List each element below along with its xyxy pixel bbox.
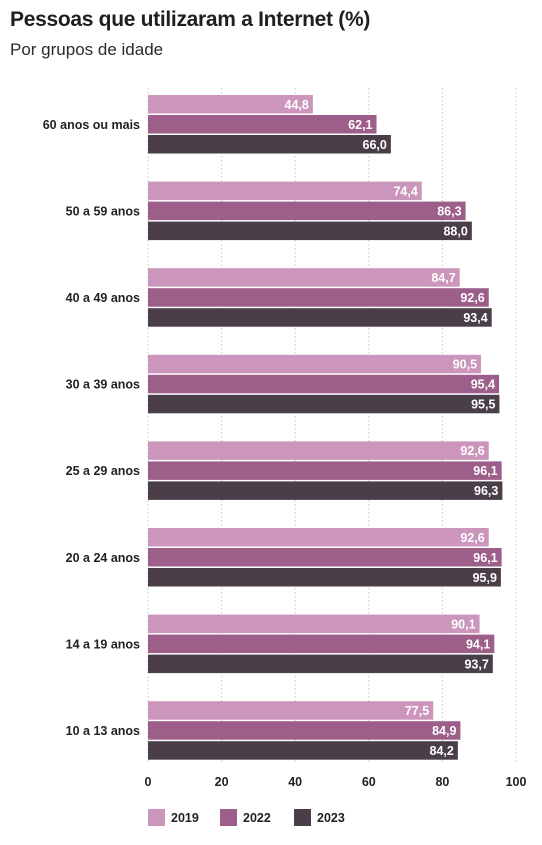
bar-2023 [148,135,391,154]
bar-2019 [148,701,434,720]
value-label: 93,7 [464,657,488,671]
value-label: 94,1 [466,637,490,651]
x-tick-label: 20 [215,775,229,789]
value-label: 74,4 [393,184,417,198]
bar-2019 [148,181,422,201]
bar-2023 [148,568,501,587]
bar-2023 [148,654,493,674]
value-label: 90,5 [453,358,477,372]
chart-subtitle: Por grupos de idade [10,40,164,59]
bar-2023 [148,481,503,500]
category-label: 10 a 13 anos [66,724,140,738]
bar-2019 [148,268,460,287]
category-label: 60 anos ou mais [43,118,140,132]
bar-2023 [148,221,472,241]
legend-swatch [148,809,165,826]
category-label: 50 a 59 anos [66,204,140,218]
bar-2019 [148,95,313,114]
chart-title: Pessoas que utilizaram a Internet (%) [10,8,371,31]
value-label: 84,9 [432,724,456,738]
x-axis-ticks: 0 20 40 60 80 100 [145,775,527,789]
category-label: 30 a 39 anos [66,378,140,392]
bar-2022 [148,548,502,567]
category-label: 20 a 24 anos [66,551,140,565]
category-label: 25 a 29 anos [66,464,140,478]
value-label: 88,0 [443,224,467,238]
legend-swatch [220,809,237,826]
value-label: 95,9 [473,571,497,585]
legend-label: 2023 [317,811,345,825]
legend-swatch [294,809,311,826]
x-tick-label: 60 [362,775,376,789]
x-tick-label: 40 [288,775,302,789]
value-label: 84,2 [430,744,454,758]
bar-2023 [148,741,458,760]
x-tick-label: 100 [506,775,527,789]
bar-2022 [148,374,500,394]
bar-2019 [148,614,480,634]
value-label: 96,1 [473,464,497,478]
category-label: 14 a 19 anos [66,637,140,651]
bar-2022 [148,634,495,654]
category-label: 40 a 49 anos [66,291,140,305]
bar-2023 [148,308,492,327]
value-label: 66,0 [363,138,387,152]
value-label: 86,3 [437,204,461,218]
bar-2019 [148,354,482,374]
value-label: 44,8 [285,98,309,112]
legend: 2019 2022 2023 [148,809,345,826]
value-label: 93,4 [463,311,487,325]
value-label: 62,1 [348,118,372,132]
bar-2022 [148,115,377,134]
bar-2022 [148,461,502,480]
value-label: 96,3 [474,484,498,498]
bar-2022 [148,288,489,307]
legend-label: 2022 [243,811,271,825]
value-label: 96,1 [473,551,497,565]
bar-2022 [148,721,461,740]
value-label: 92,6 [460,291,484,305]
value-label: 95,5 [471,398,495,412]
bar-2023 [148,394,500,414]
value-label: 90,1 [451,617,475,631]
bar-2022 [148,201,466,221]
bar-2019 [148,441,489,460]
x-tick-label: 0 [145,775,152,789]
bar-2019 [148,528,489,547]
legend-label: 2019 [171,811,199,825]
x-tick-label: 80 [435,775,449,789]
bars: 44,8 62,1 66,0 74,4 86,3 88,0 84,7 92,6 93,4 90,5… [148,95,503,760]
value-label: 92,6 [460,444,484,458]
value-label: 95,4 [471,378,495,392]
value-label: 77,5 [405,704,429,718]
value-label: 84,7 [431,271,455,285]
value-label: 92,6 [460,531,484,545]
gridlines [147,88,517,763]
category-labels: 60 anos ou mais 50 a 59 anos 40 a 49 anos 3… [43,118,140,738]
